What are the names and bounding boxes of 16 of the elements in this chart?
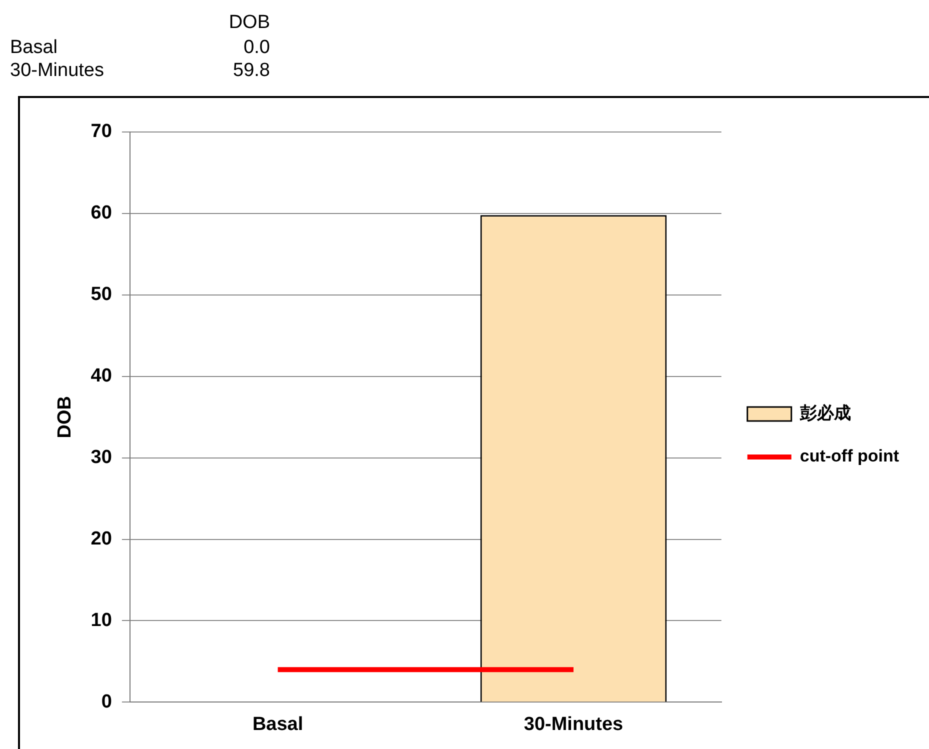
text: DOB [228,12,270,34]
text: 59.8 [233,60,270,82]
y-tick-label: 40 [90,366,112,387]
y-tick-label: 20 [90,528,112,550]
y-tick-label: 30 [90,447,112,468]
text: 0.0 [244,37,270,59]
y-tick-label: 70 [90,121,112,142]
text: Basal [10,37,58,59]
legend-label: cut-off point [800,446,900,466]
y-tick-label: 60 [90,202,112,224]
y-tick-label: 10 [90,610,112,631]
text: 30-Minutes [10,60,104,82]
y-tick-label: 50 [90,284,112,306]
legend-label: 彭必成 [798,404,851,423]
y-tick-label: 0 [101,691,112,712]
y-axis-title: DOB [54,396,76,438]
